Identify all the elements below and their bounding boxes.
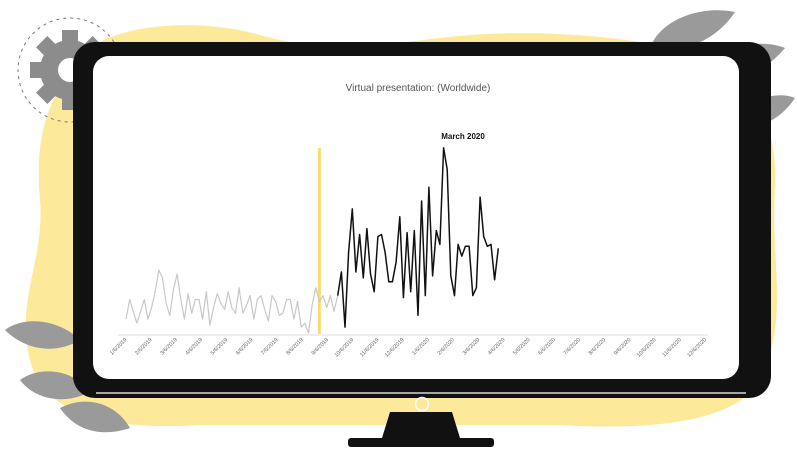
- monitor-base: [348, 438, 494, 447]
- march-2020-label: March 2020: [441, 132, 485, 141]
- chart-title: Virtual presentation: (Worldwide): [346, 83, 491, 94]
- monitor: [73, 42, 771, 447]
- leaf-icon: [5, 321, 130, 433]
- screen: [93, 56, 739, 379]
- power-button-icon[interactable]: [414, 396, 430, 412]
- monitor-stand: [382, 412, 460, 438]
- march-2020-marker: [317, 148, 321, 334]
- series-line-after: [336, 147, 500, 328]
- series-line-before: [125, 269, 339, 334]
